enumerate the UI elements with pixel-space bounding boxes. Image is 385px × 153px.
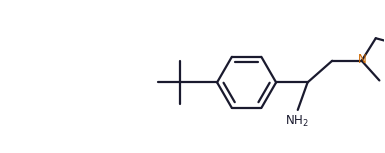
Text: NH$_2$: NH$_2$ — [285, 114, 309, 129]
Text: N: N — [358, 53, 367, 66]
